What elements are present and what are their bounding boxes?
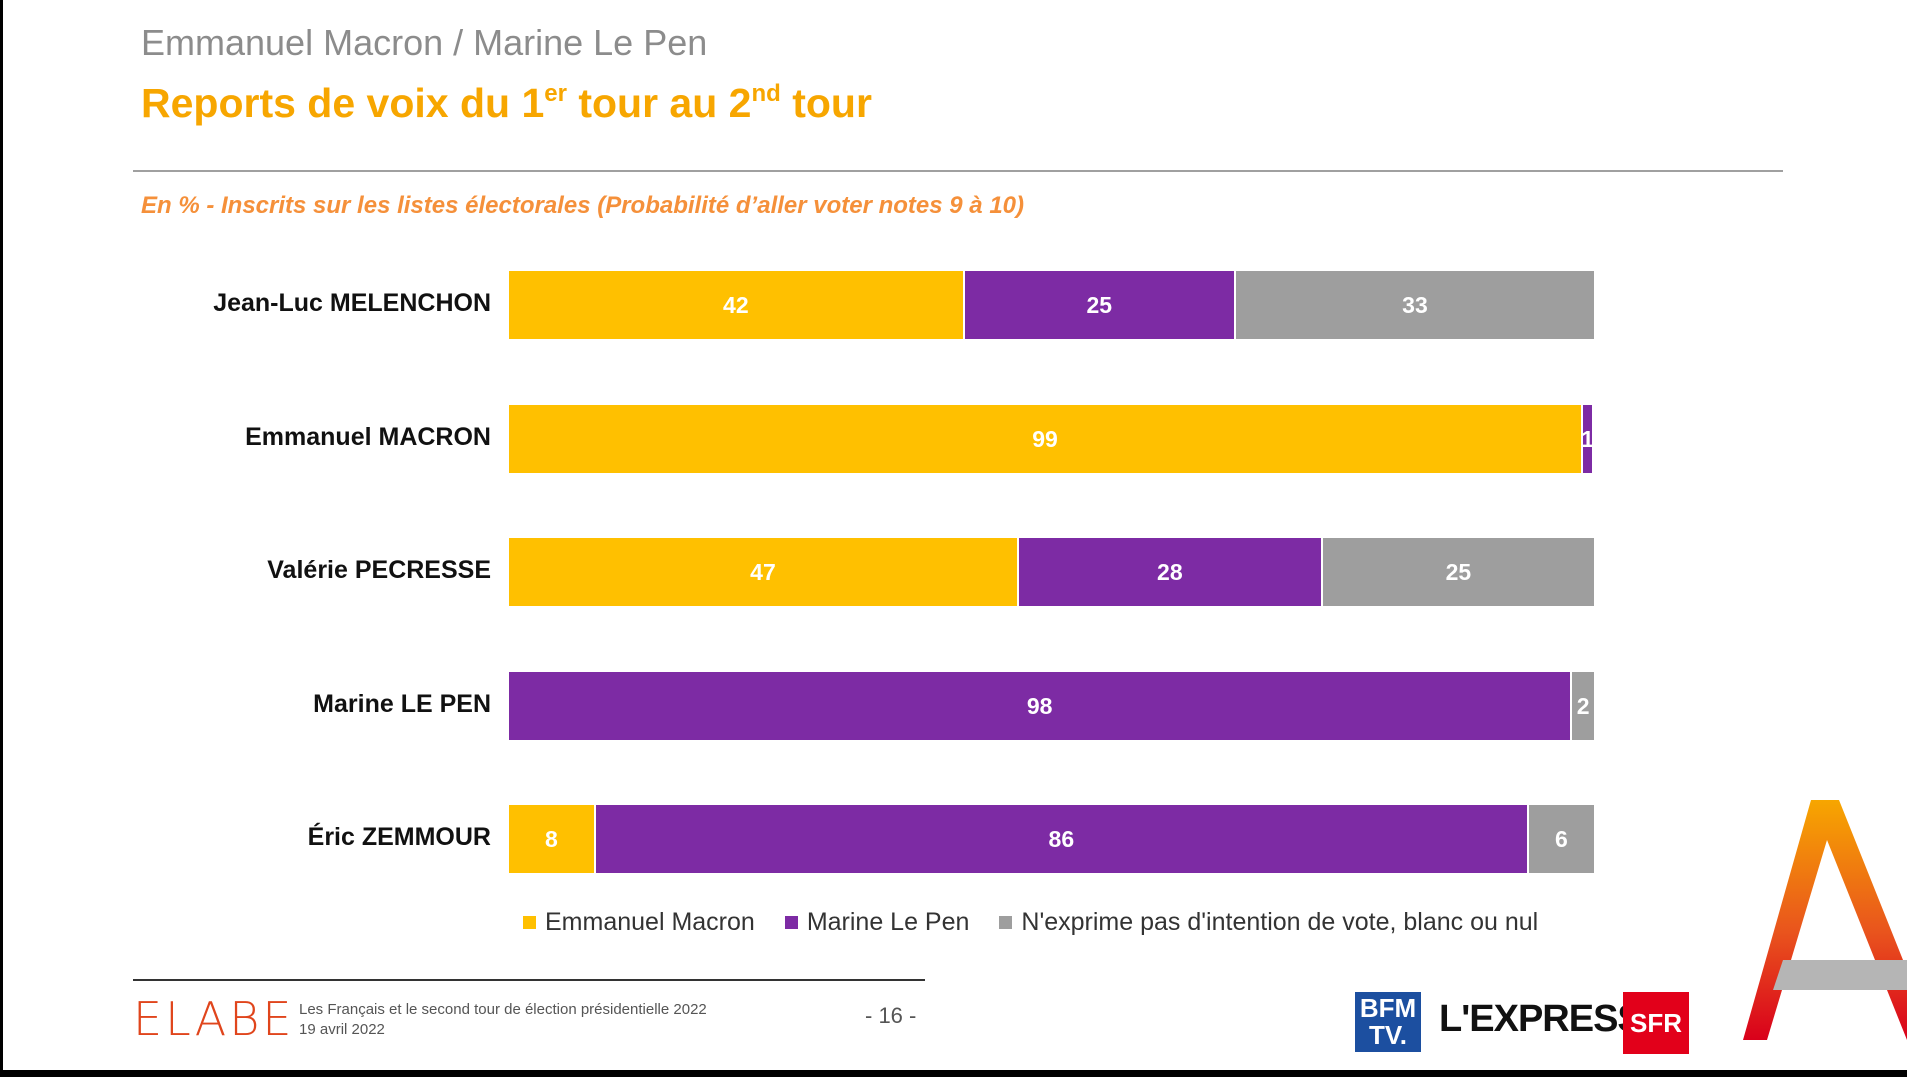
chart-title: Reports de voix du 1er tour au 2nd tour bbox=[141, 80, 872, 127]
footer-divider bbox=[133, 979, 925, 981]
chart-subtitle: En % - Inscrits sur les listes électoral… bbox=[141, 192, 1025, 219]
category-label: Éric ZEMMOUR bbox=[307, 823, 491, 851]
slide: Emmanuel Macron / Marine Le Pen Reports … bbox=[3, 0, 1907, 1070]
bar-segment: 98 bbox=[509, 672, 1571, 740]
data-label: 28 bbox=[1157, 558, 1183, 585]
data-label: 47 bbox=[750, 558, 776, 585]
data-label: 33 bbox=[1402, 291, 1428, 318]
data-label: 2 bbox=[1576, 692, 1590, 719]
data-label: 6 bbox=[1555, 825, 1568, 852]
page-number: - 16 - bbox=[865, 1003, 917, 1028]
title-part-3: tour bbox=[780, 80, 872, 126]
title-sup-1: er bbox=[544, 80, 567, 107]
bar-segment: 33 bbox=[1235, 271, 1594, 339]
elabe-logo: ELABE bbox=[133, 992, 295, 1046]
footer-study-title: Les Français et le second tour de électi… bbox=[299, 1001, 707, 1018]
bar-segment: 28 bbox=[1018, 538, 1321, 606]
data-label: 8 bbox=[545, 825, 558, 852]
bar-segment: 2 bbox=[1572, 672, 1594, 740]
elabe-a-emblem bbox=[1743, 800, 1907, 1040]
data-label: 86 bbox=[1048, 825, 1075, 852]
category-label: Marine LE PEN bbox=[313, 690, 491, 718]
bar-segment: 1 bbox=[1581, 405, 1594, 473]
data-label: 1 bbox=[1581, 425, 1594, 452]
legend-swatch bbox=[784, 916, 798, 929]
footer-date: 19 avril 2022 bbox=[299, 1021, 385, 1038]
bar-segment: 6 bbox=[1528, 805, 1594, 873]
chart-supertitle: Emmanuel Macron / Marine Le Pen bbox=[141, 22, 708, 63]
legend-item: Marine Le Pen bbox=[784, 908, 970, 937]
bar-segment: 42 bbox=[509, 271, 963, 339]
data-label: 99 bbox=[1032, 425, 1058, 452]
bfmtv-logo: BFM TV. bbox=[1355, 992, 1421, 1052]
category-label: Jean-Luc MELENCHON bbox=[213, 289, 491, 317]
legend-swatch bbox=[523, 916, 536, 929]
top-divider bbox=[133, 170, 1783, 172]
bar-segment: 47 bbox=[509, 538, 1017, 606]
title-sup-2: nd bbox=[751, 80, 781, 107]
legend-item: N'exprime pas d'intention de vote, blanc… bbox=[999, 908, 1538, 937]
category-label: Valérie PECRESSE bbox=[267, 556, 491, 584]
bar-segment: 25 bbox=[964, 271, 1234, 339]
lexpress-logo: L'EXPRESS bbox=[1439, 998, 1643, 1040]
data-label: 25 bbox=[1445, 558, 1472, 585]
chart-legend: Emmanuel Macron Marine Le Pen N'exprime pa… bbox=[523, 908, 1538, 937]
data-label: 25 bbox=[1086, 291, 1113, 318]
title-part-2: tour au 2 bbox=[566, 80, 752, 126]
bar-segment: 99 bbox=[509, 405, 1582, 473]
title-part-1: Reports de voix du 1 bbox=[141, 80, 545, 126]
category-label: Emmanuel MACRON bbox=[245, 423, 491, 451]
sfr-logo: SFR bbox=[1623, 992, 1689, 1054]
legend-label: N'exprime pas d'intention de vote, blanc… bbox=[1021, 908, 1539, 936]
footer-text: Les Français et le second tour de électi… bbox=[299, 1000, 707, 1040]
bar-segment: 8 bbox=[509, 805, 594, 873]
bar-segment: 25 bbox=[1322, 538, 1594, 606]
data-label: 42 bbox=[723, 291, 749, 318]
bar-segment: 86 bbox=[595, 805, 1527, 873]
data-label: 98 bbox=[1026, 692, 1053, 719]
legend-item: Emmanuel Macron bbox=[523, 908, 755, 937]
legend-label: Emmanuel Macron bbox=[545, 908, 755, 936]
legend-swatch bbox=[999, 916, 1013, 929]
legend-label: Marine Le Pen bbox=[806, 908, 970, 936]
